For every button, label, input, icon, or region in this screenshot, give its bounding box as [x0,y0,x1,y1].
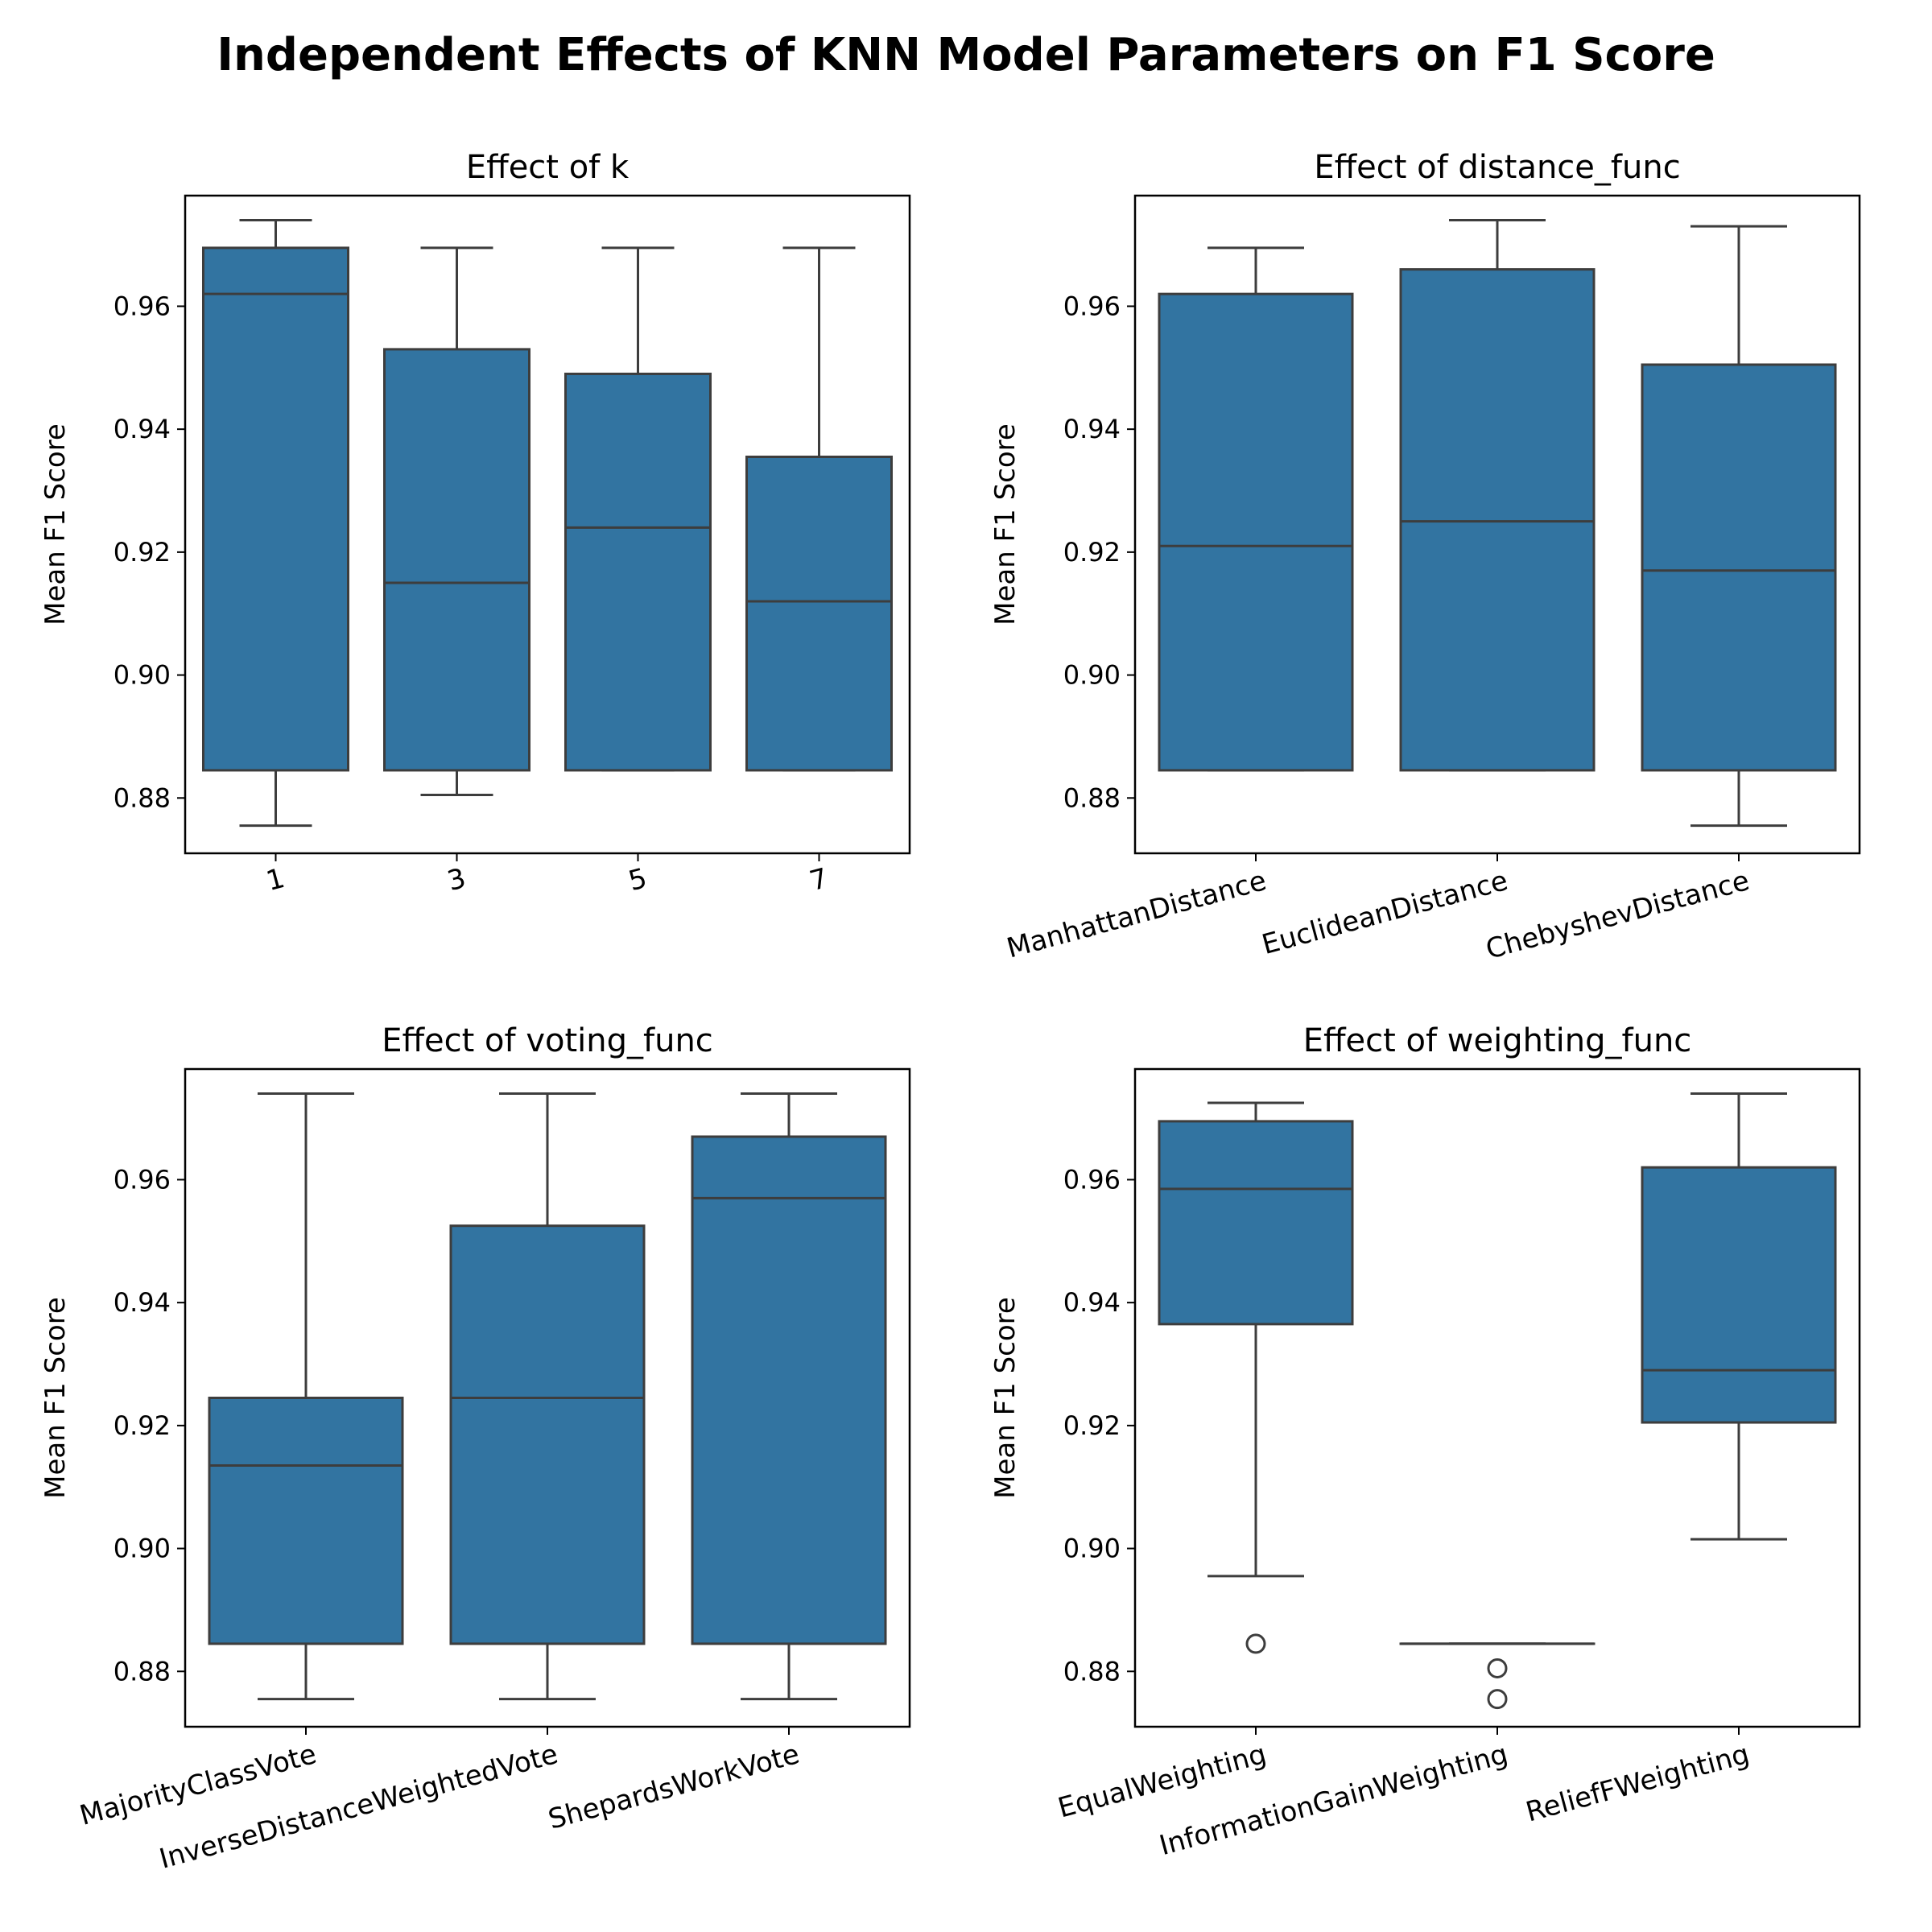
subplot-1: Effect of k 0.88 0.90 0.92 0.94 0.96 Mean F1 S… [39,149,911,898]
y-tick-label: 0.94 [1063,414,1121,444]
box-0 [1158,246,1354,772]
x-tick-label: 7 [807,862,832,898]
iqr-box [202,246,349,772]
x-tick-label: EuclideanDistance [1259,865,1512,961]
outlier-point [1245,1633,1266,1654]
y-tick-label: 0.96 [1063,1164,1121,1195]
box-0 [202,219,349,828]
outlier-point [1487,1657,1508,1678]
y-tick-label: 0.92 [1063,1410,1121,1441]
y-tick-label: 0.92 [114,1410,171,1441]
box-3 [745,246,893,772]
y-tick-label: 0.90 [1063,660,1121,691]
box-1 [383,246,530,796]
axes-frame [184,194,911,855]
y-tick-label: 0.94 [1063,1287,1121,1318]
iqr-box [1641,1166,1837,1424]
subplot-4: Effect of weighting_func 0.88 0.90 0.92 0.94… [989,1022,1861,1862]
box-0 [1158,1101,1354,1654]
iqr-box [564,372,712,772]
iqr-box [449,1224,646,1645]
box-1 [1399,1642,1596,1710]
subplot-2: Effect of distance_func 0.88 0.90 0.92 0.94 0… [989,149,1861,966]
y-axis-label: Mean F1 Score [39,423,72,625]
y-tick-label: 0.92 [114,537,171,568]
box-0 [208,1092,404,1701]
x-tick-label: ManhattanDistance [1003,865,1269,965]
x-tick-label: ChebyshevDistance [1483,865,1753,966]
x-tick-label: 5 [625,862,650,898]
y-tick-label: 0.94 [114,414,171,444]
y-axis-label: Mean F1 Score [39,1297,72,1499]
subplot-title: Effect of voting_func [382,1022,713,1059]
figure-title: Independent Effects of KNN Model Paramet… [217,29,1715,81]
y-tick-label: 0.96 [114,1164,171,1195]
subplot-title: Effect of weighting_func [1303,1022,1692,1059]
x-tick-label: ReliefFWeighting [1522,1738,1752,1829]
y-tick-label: 0.96 [1063,291,1121,321]
y-axis-label: Mean F1 Score [989,1297,1022,1499]
iqr-box [691,1135,887,1645]
y-tick-label: 0.88 [114,1656,171,1686]
subplot-title: Effect of k [466,149,630,186]
outlier-point [1487,1689,1508,1710]
y-tick-label: 0.90 [114,1534,171,1564]
y-tick-label: 0.88 [1063,1656,1121,1686]
subplot-3: Effect of voting_func 0.88 0.90 0.92 0.94 0.9… [39,1022,911,1876]
iqr-box [1399,268,1596,772]
iqr-box [1158,1120,1354,1326]
box-1 [1399,219,1596,772]
y-tick-label: 0.96 [114,291,171,321]
y-tick-label: 0.90 [1063,1534,1121,1564]
subplot-title: Effect of distance_func [1314,149,1680,186]
box-2 [564,246,712,772]
x-tick-label: 1 [263,862,288,898]
x-tick-label: 3 [444,862,469,898]
y-tick-label: 0.94 [114,1287,171,1318]
box-2 [1641,1092,1837,1541]
iqr-box [1158,292,1354,772]
iqr-box [1641,363,1837,772]
y-tick-label: 0.90 [114,660,171,691]
iqr-box [208,1397,404,1645]
x-tick-label: ShepardsWorkVote [545,1738,803,1836]
iqr-box [745,456,893,772]
y-axis-label: Mean F1 Score [989,423,1022,625]
box-1 [449,1092,646,1701]
x-tick-label: InverseDistanceWeightedVote [156,1738,561,1876]
box-2 [691,1092,887,1701]
y-tick-label: 0.92 [1063,537,1121,568]
y-tick-label: 0.88 [114,782,171,813]
box-2 [1641,225,1837,828]
y-tick-label: 0.88 [1063,782,1121,813]
iqr-box [383,348,530,772]
